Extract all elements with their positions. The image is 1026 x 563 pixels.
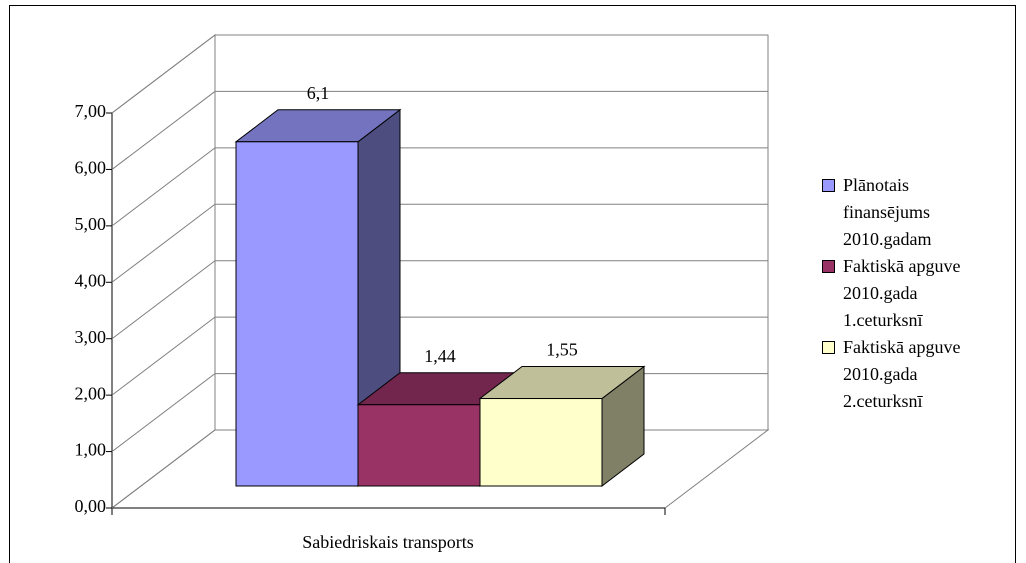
- frame: [9, 5, 1016, 563]
- y-tick-label: 1,00: [75, 440, 107, 460]
- value-label: 1,55: [546, 340, 578, 360]
- bar: [357, 404, 481, 487]
- legend-label: Faktiskā apguve 2010.gada 1.ceturksnī: [843, 256, 961, 330]
- side-wall: [111, 33, 216, 510]
- legend-label: Faktiskā apguve 2010.gada 2.ceturksnī: [843, 337, 961, 411]
- y-tick-label: 6,00: [75, 158, 107, 178]
- grid-line: [111, 34, 768, 114]
- grid-line: [111, 316, 768, 396]
- legend-label: Plānotais finansējums 2010.gadam: [843, 175, 932, 249]
- legend-item: Plānotais finansējums 2010.gadam: [820, 172, 1020, 253]
- y-tick-label: 2,00: [75, 383, 107, 403]
- y-tick-label: 7,00: [75, 101, 107, 121]
- grid-line: [111, 260, 768, 340]
- y-tick-label: 0,00: [75, 496, 107, 516]
- legend: Plānotais finansējums 2010.gadam Faktiskā…: [820, 172, 1020, 415]
- bar: [235, 141, 359, 487]
- legend-swatch: [822, 179, 835, 192]
- legend-swatch: [822, 341, 835, 354]
- y-tick-label: 5,00: [75, 214, 107, 234]
- value-label: 1,44: [424, 346, 456, 366]
- legend-swatch: [822, 260, 835, 273]
- value-label: 6,1: [307, 83, 330, 103]
- grid-line: [111, 203, 768, 283]
- y-tick-label: 4,00: [75, 270, 107, 290]
- grid-line: [111, 90, 768, 170]
- legend-item: Faktiskā apguve 2010.gada 1.ceturksnī: [820, 253, 1020, 334]
- bar: [479, 398, 603, 487]
- grid-line: [111, 147, 768, 227]
- legend-item: Faktiskā apguve 2010.gada 2.ceturksnī: [820, 334, 1020, 415]
- y-tick-label: 3,00: [75, 327, 107, 347]
- x-tick-label: Sabiedriskais transports: [302, 532, 473, 552]
